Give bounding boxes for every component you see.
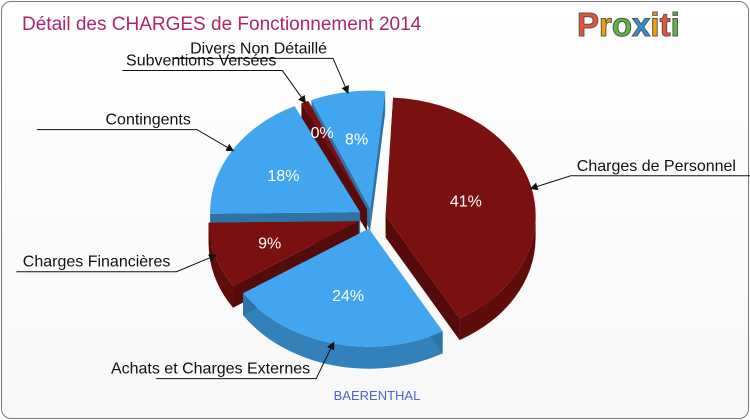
pie-slice bbox=[210, 106, 361, 214]
logo-letter: o bbox=[611, 6, 633, 44]
slice-name-label: Achats et Charges Externes bbox=[111, 361, 310, 378]
pie-labels: 41% Charges de Personnel 24% Achats et Char… bbox=[16, 40, 750, 380]
slice-name-label: Subventions Versées bbox=[126, 53, 276, 70]
slice-percent-label: 41% bbox=[450, 193, 482, 210]
slice-percent-label: 24% bbox=[332, 288, 364, 305]
logo-letter: t bbox=[659, 6, 671, 44]
pie-slices bbox=[208, 90, 536, 369]
slice-name-label: Contingents bbox=[105, 112, 190, 129]
pie-slice bbox=[301, 100, 368, 210]
callout-line bbox=[16, 254, 217, 273]
callout-line bbox=[122, 70, 306, 104]
pie-slice bbox=[243, 228, 443, 347]
pie-slice bbox=[208, 221, 359, 286]
slice-name-label: Charges de Personnel bbox=[577, 158, 736, 175]
proxiti-logo: Proxiti bbox=[576, 6, 697, 46]
commune-name: BAERENTHAL bbox=[333, 388, 421, 403]
slice-percent-label: 8% bbox=[345, 132, 368, 149]
pie-slice-side bbox=[459, 215, 536, 341]
pie-slice bbox=[385, 97, 536, 319]
logo-letter: i bbox=[650, 6, 660, 44]
logo-letter: r bbox=[599, 6, 613, 44]
slice-name-label: Charges Financières bbox=[23, 254, 171, 271]
slice-name-label: Divers Non Détaillé bbox=[190, 40, 327, 57]
logo-letter: i bbox=[670, 6, 680, 44]
pie-slice-edge bbox=[370, 91, 386, 231]
callout-line bbox=[173, 57, 349, 94]
logo-letter: P bbox=[576, 6, 600, 44]
pie-slice-edge bbox=[385, 215, 460, 341]
logo-letter: x bbox=[632, 6, 651, 44]
callout-line bbox=[529, 175, 750, 191]
slice-percent-label: 0% bbox=[311, 125, 334, 142]
pie-slice-side bbox=[243, 293, 443, 369]
pie-slice-side bbox=[208, 222, 233, 308]
chart-title: Détail des CHARGES de Fonctionnement 201… bbox=[22, 14, 422, 35]
pie-slice bbox=[311, 90, 386, 209]
callout-line bbox=[36, 129, 235, 152]
slice-percent-label: 18% bbox=[267, 168, 299, 185]
slice-percent-label: 9% bbox=[258, 236, 281, 253]
callout-line bbox=[156, 341, 335, 380]
